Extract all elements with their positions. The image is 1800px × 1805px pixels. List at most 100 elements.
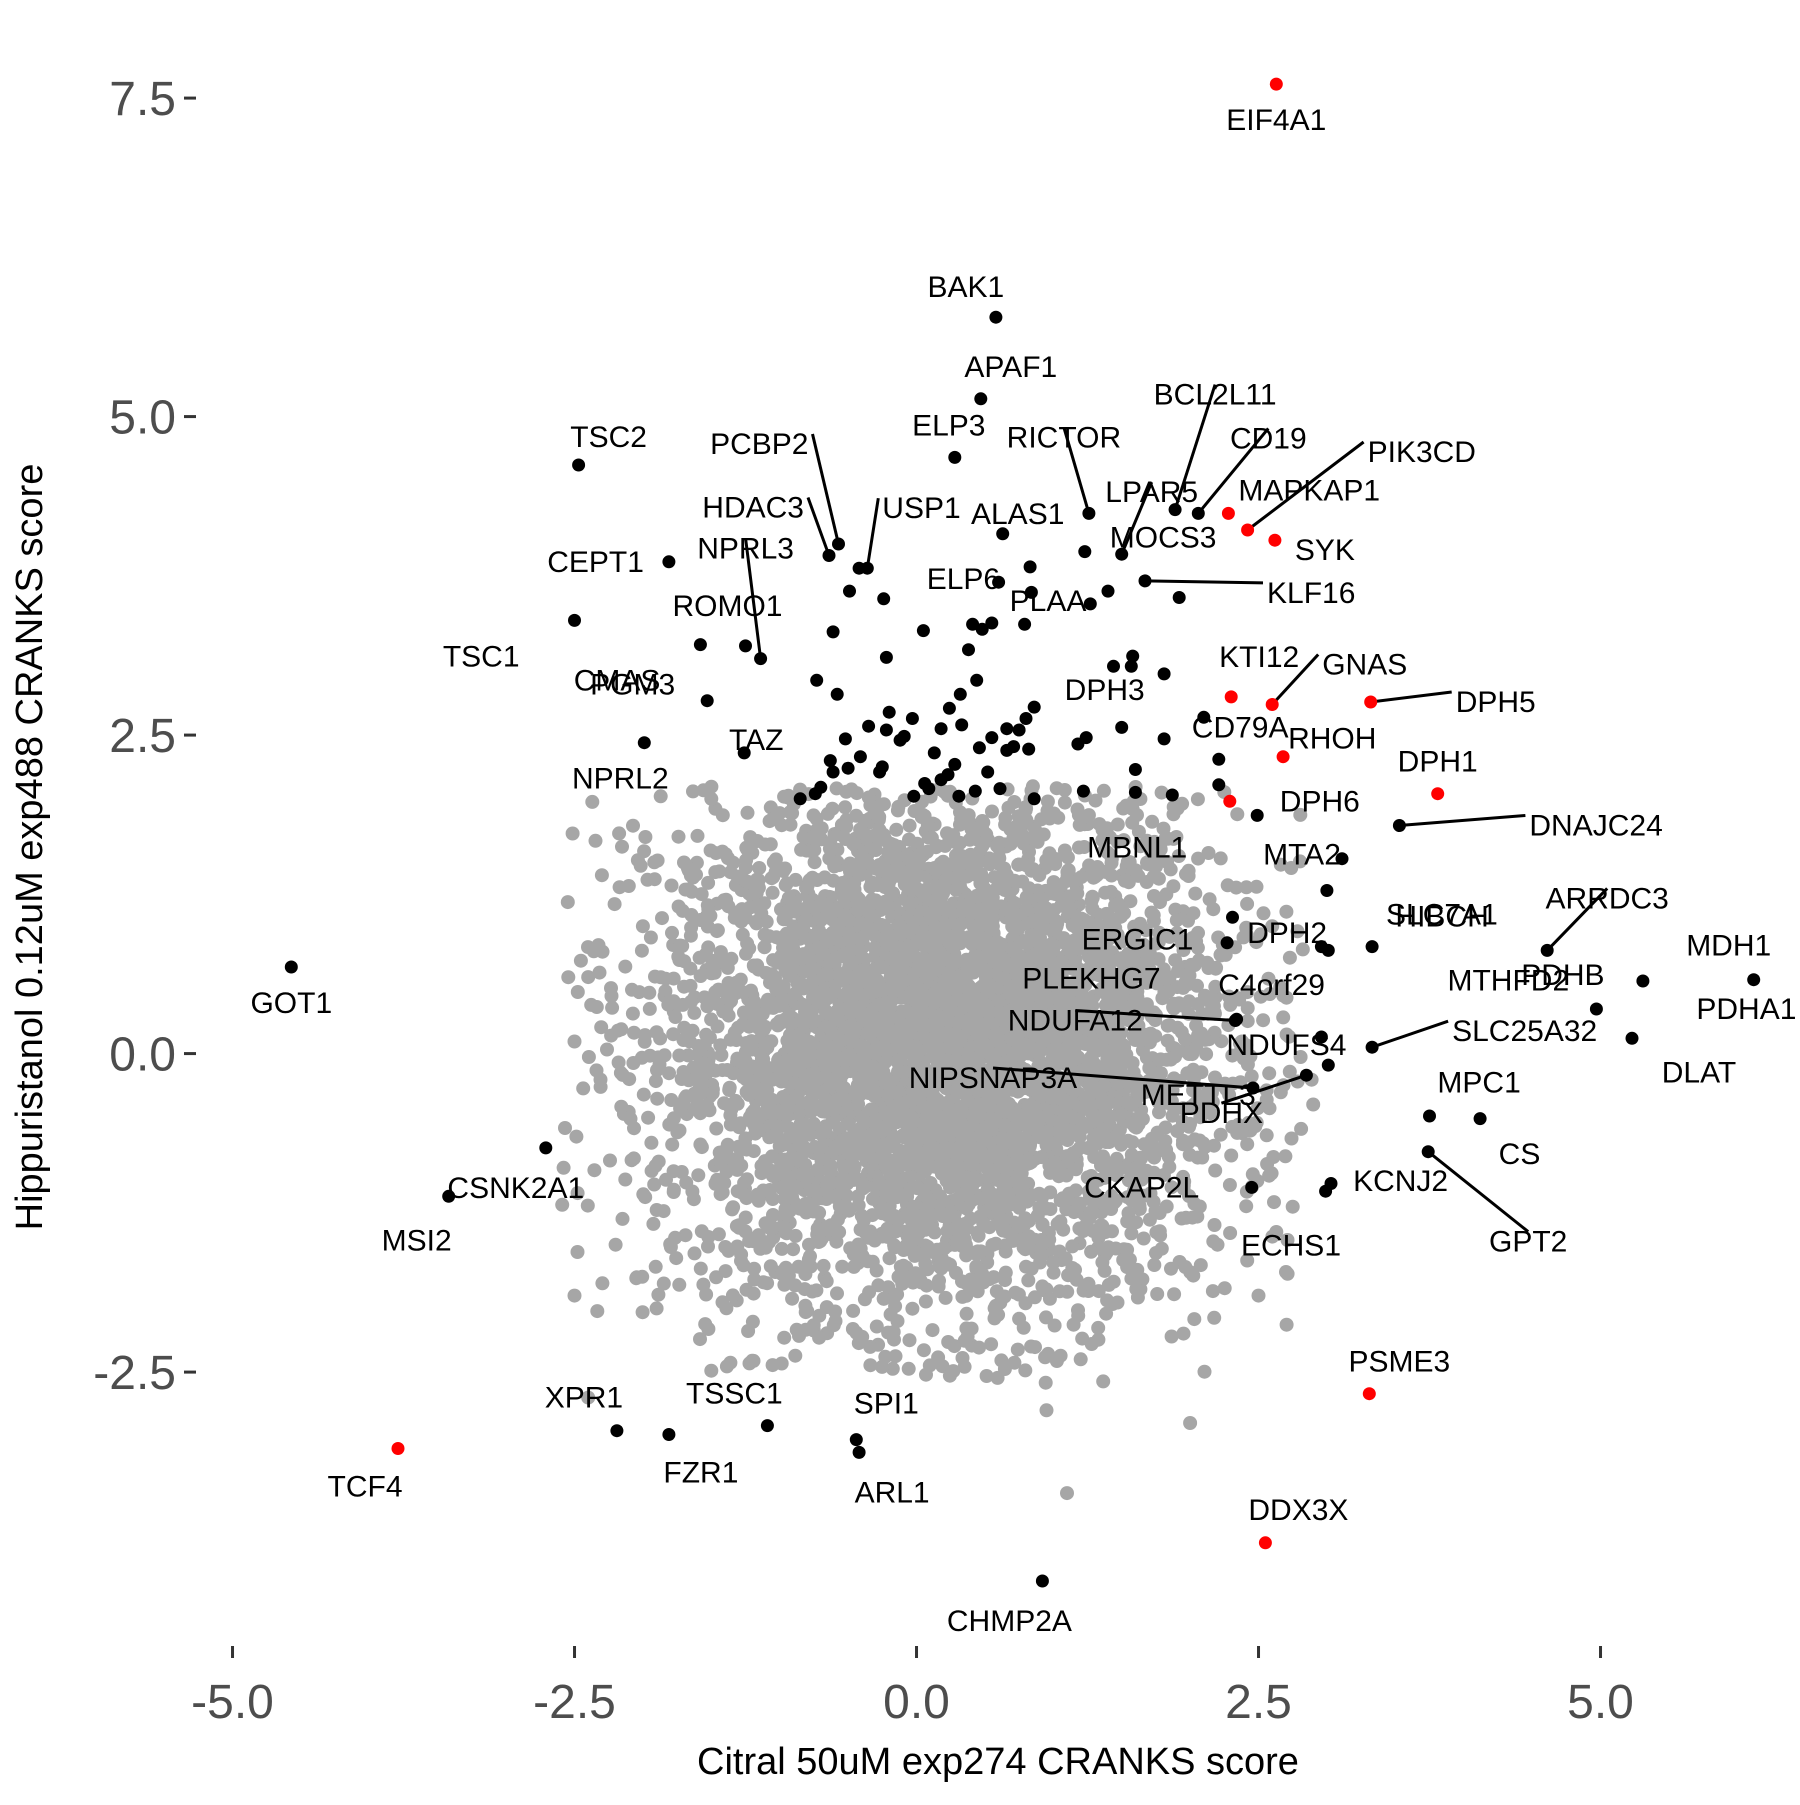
background-point: [626, 1056, 641, 1070]
background-point: [1018, 1296, 1033, 1311]
background-point: [776, 1090, 790, 1104]
background-point: [946, 828, 961, 843]
background-point: [1008, 1285, 1023, 1300]
background-point: [1178, 1260, 1193, 1274]
background-point: [1214, 948, 1228, 963]
background-point: [1149, 859, 1163, 874]
background-point: [618, 1172, 633, 1187]
background-point: [887, 1332, 901, 1347]
background-point: [1022, 881, 1037, 896]
background-point: [625, 1006, 640, 1021]
background-point: [980, 1124, 995, 1139]
background-point: [1278, 1149, 1293, 1164]
background-point: [920, 1262, 935, 1277]
background-point: [947, 1067, 962, 1082]
background-point: [777, 1152, 792, 1167]
background-point: [792, 1063, 807, 1078]
background-point: [866, 1059, 881, 1074]
background-point: [733, 984, 748, 999]
background-point: [662, 994, 677, 1009]
background-point: [1038, 1375, 1053, 1390]
background-point: [912, 852, 927, 867]
background-point: [1030, 1208, 1045, 1223]
background-point: [829, 1139, 844, 1154]
background-point: [699, 1287, 714, 1302]
background-point: [650, 853, 665, 868]
background-point: [954, 916, 969, 931]
background-point: [1139, 997, 1154, 1012]
background-point: [1057, 795, 1072, 810]
background-point: [894, 1149, 909, 1163]
background-point: [752, 861, 767, 875]
background-point: [683, 928, 698, 943]
background-point: [928, 863, 943, 878]
background-point: [1155, 991, 1170, 1006]
background-point: [718, 1264, 733, 1279]
background-point: [916, 951, 931, 966]
background-point: [794, 1167, 809, 1182]
background-point: [796, 920, 811, 935]
background-point: [1025, 963, 1040, 978]
background-point: [1060, 1486, 1074, 1501]
background-point: [785, 1291, 800, 1306]
background-point: [656, 1204, 671, 1219]
background-point: [687, 1005, 702, 1020]
background-point: [834, 881, 849, 896]
background-point: [594, 868, 609, 883]
background-point: [648, 1259, 663, 1274]
background-point: [825, 986, 840, 1001]
background-point: [1150, 1287, 1165, 1301]
background-point: [812, 1330, 827, 1345]
background-point: [701, 1058, 716, 1073]
background-point: [873, 997, 887, 1012]
background-point: [1052, 1284, 1067, 1299]
background-point: [782, 1039, 796, 1054]
background-point: [975, 839, 990, 853]
background-point: [1110, 1295, 1125, 1310]
background-point: [623, 1111, 638, 1126]
background-point: [980, 939, 995, 954]
background-point: [1095, 945, 1110, 960]
background-point: [812, 1308, 827, 1323]
background-point: [594, 1020, 609, 1035]
background-point: [1205, 1284, 1220, 1299]
background-point: [964, 1180, 979, 1195]
background-point: [1101, 1167, 1116, 1182]
background-point: [796, 964, 811, 979]
background-point: [1081, 1276, 1096, 1291]
background-point: [1188, 886, 1203, 901]
background-point: [1171, 849, 1186, 863]
background-point: [951, 878, 966, 892]
background-point: [1182, 1189, 1196, 1203]
background-point: [1120, 1242, 1135, 1257]
background-point: [1240, 1014, 1255, 1029]
background-point: [846, 1303, 861, 1318]
background-point: [1159, 1142, 1174, 1157]
background-point: [786, 1242, 801, 1257]
background-point: [877, 931, 892, 946]
background-point: [1034, 1247, 1049, 1262]
background-point: [611, 1055, 626, 1070]
background-point: [774, 1241, 789, 1256]
background-point: [1024, 1155, 1039, 1170]
background-point: [810, 1162, 825, 1177]
background-point: [672, 1277, 687, 1292]
background-point: [1132, 969, 1147, 984]
background-point: [1136, 1231, 1151, 1246]
background-point: [834, 971, 849, 985]
background-point: [1093, 1155, 1108, 1170]
background-point: [1015, 1073, 1030, 1088]
background-point: [885, 849, 900, 864]
background-point: [998, 817, 1013, 832]
background-point: [1060, 850, 1075, 865]
background-point: [877, 919, 891, 933]
background-point: [700, 919, 715, 934]
background-point: [931, 1279, 946, 1294]
background-point: [644, 1135, 659, 1150]
background-point: [857, 813, 872, 828]
background-point: [1194, 1065, 1209, 1080]
background-point: [901, 1361, 916, 1376]
background-point: [976, 815, 991, 830]
background-point: [1230, 807, 1245, 822]
background-point: [973, 1107, 987, 1122]
